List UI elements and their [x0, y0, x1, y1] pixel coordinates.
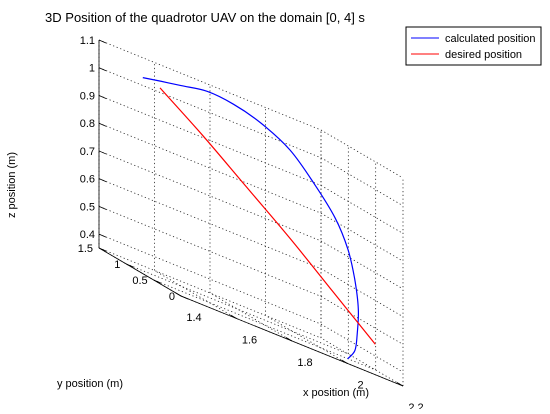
z-tick-mark-2 — [98, 178, 107, 183]
x-axis-label: x position (m) — [303, 387, 369, 399]
z-tick-label-4: 0.8 — [80, 118, 95, 130]
z-axis-label: z position (m) — [6, 152, 18, 218]
x-tick-mark-3 — [341, 359, 348, 364]
z-tick-label-0: 0.4 — [80, 229, 95, 241]
x-tick-label-4: 2.2 — [408, 402, 423, 409]
y-axis-label: y position (m) — [57, 378, 123, 390]
chart-title: 3D Position of the quadrotor UAV on the … — [45, 10, 365, 25]
x-tick-mark-4 — [396, 382, 404, 387]
y-tick-label-2: 1 — [114, 259, 120, 271]
x-tick-label-0: 1.4 — [186, 312, 201, 324]
legend-box — [405, 26, 542, 66]
z-tick-label-7: 1.1 — [80, 35, 95, 47]
y-tick-label-3: 1.5 — [78, 243, 93, 255]
legend: calculated position desired position — [405, 26, 542, 66]
grid-line-x-floor-4 — [320, 337, 404, 387]
grid-line-z-right-7 — [320, 129, 404, 179]
grid-layer — [98, 39, 404, 387]
grid-line-z-right-3 — [320, 240, 404, 290]
x-tick-label-1: 1.6 — [242, 335, 257, 347]
grid-line-z-right-2 — [320, 268, 404, 318]
legend-label-calculated: calculated position — [445, 33, 536, 45]
z-tick-mark-5 — [98, 95, 107, 99]
z-tick-mark-1 — [98, 206, 107, 210]
z-tick-label-3: 0.7 — [80, 146, 95, 158]
grid-line-x-floor-3 — [265, 315, 348, 364]
y-axis-line — [98, 247, 182, 297]
y-tick-mark-2 — [126, 263, 134, 268]
z-tick-label-2: 0.6 — [80, 174, 95, 186]
z-tick-mark-7 — [98, 39, 107, 44]
grid-line-x-floor-2 — [209, 292, 293, 342]
y-tick-mark-3 — [98, 247, 107, 252]
y-tick-label-1: 0.5 — [132, 275, 147, 287]
x-tick-mark-2 — [285, 337, 293, 342]
y-tick-mark-1 — [153, 279, 161, 284]
grid-line-z-right-1 — [320, 296, 404, 345]
x-tick-mark-0 — [174, 292, 182, 297]
series-line-desired-position — [159, 87, 376, 345]
grid-line-z-right-4 — [320, 212, 404, 262]
y-tick-mark-0 — [180, 295, 189, 300]
grid-line-z-right-0 — [320, 323, 404, 373]
tick-marks — [98, 39, 404, 387]
z-tick-mark-0 — [98, 233, 107, 238]
x-tick-label-2: 1.8 — [297, 357, 312, 369]
x-tick-label-3: 2 — [357, 380, 363, 392]
y-tick-label-0: 0 — [169, 291, 175, 303]
z-tick-mark-4 — [98, 122, 107, 127]
z-tick-label-6: 1 — [89, 63, 95, 75]
x-tick-mark-1 — [230, 314, 237, 319]
series-layer — [142, 77, 376, 360]
grid-line-x-floor-1 — [154, 270, 237, 319]
grid-line-z-right-5 — [320, 185, 404, 234]
z-tick-mark-6 — [98, 67, 107, 72]
z-tick-mark-3 — [98, 150, 107, 155]
z-tick-label-5: 0.9 — [80, 90, 95, 102]
series-line-calculated-position — [142, 77, 360, 360]
z-tick-label-1: 0.5 — [80, 201, 95, 213]
grid-line-z-right-6 — [320, 157, 404, 207]
legend-label-desired: desired position — [445, 49, 522, 61]
